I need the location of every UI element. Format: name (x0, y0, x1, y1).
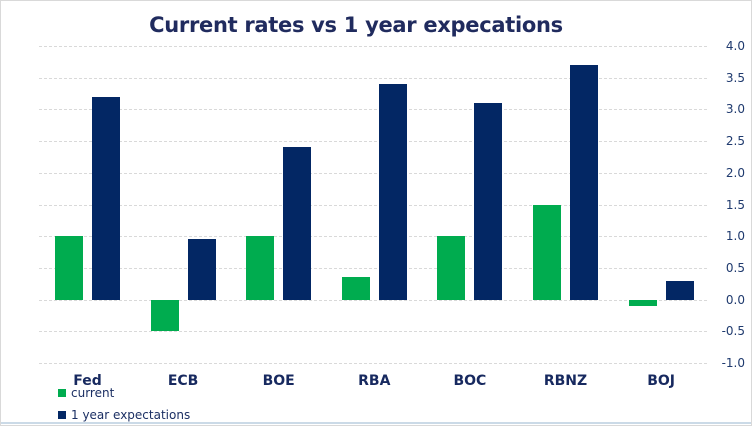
gridline (39, 331, 707, 333)
current-swatch (58, 389, 66, 397)
bar-expectation (187, 239, 216, 300)
x-category-label: RBNZ (543, 373, 588, 389)
bar-expectation (283, 147, 312, 300)
chart-title: Current rates vs 1 year expecations (149, 13, 563, 37)
y-tick-label: -1.0 (721, 356, 745, 370)
y-tick-label: 0.5 (725, 260, 745, 275)
y-tick-label: 2.0 (725, 165, 745, 180)
y-tick-label: 1.0 (725, 229, 745, 244)
bar-current (55, 236, 83, 300)
x-category-label: BOE (262, 373, 295, 389)
bar-current (437, 236, 466, 300)
y-tick-label: 4.0 (725, 39, 745, 53)
bar-expectation (570, 65, 598, 300)
bar-current (246, 236, 275, 300)
bar-current (150, 299, 179, 332)
gridline (39, 109, 707, 111)
bar-expectation (378, 84, 407, 300)
x-category-label: RBA (358, 373, 391, 389)
bottom-border (1, 422, 751, 424)
y-tick-label: 1.5 (725, 197, 745, 212)
x-category-label: BOJ (647, 373, 675, 389)
x-category-label: BOC (453, 373, 487, 389)
bar-current (341, 277, 370, 300)
gridline (39, 236, 707, 238)
y-tick-label: 0.0 (725, 292, 745, 307)
y-tick-label: 2.5 (725, 134, 745, 149)
x-category-label: ECB (167, 373, 199, 389)
bar-expectation (92, 96, 120, 300)
gridline (39, 141, 707, 143)
legend-label-expectations: 1 year expectations (71, 408, 191, 422)
gridline (39, 172, 707, 174)
bar-current (628, 299, 657, 306)
plot-area: 4.0 3.5 3.0 2.5 2.0 1.5 1.0 0.5 0.0 -0.5 -1.0 Fed EC… (39, 39, 745, 389)
legend-item-current: current (58, 383, 190, 403)
bar-expectation (665, 280, 694, 300)
gridline (39, 77, 707, 79)
y-tick-label: -0.5 (721, 324, 745, 339)
legend: current 1 year expectations (58, 383, 190, 425)
gridline (39, 299, 707, 301)
gridline (39, 363, 707, 364)
expectations-swatch (58, 411, 66, 419)
gridline (39, 267, 707, 269)
bar-current (533, 204, 561, 300)
y-tick-label: 3.0 (725, 102, 745, 117)
bar-expectation (474, 103, 503, 300)
gridline (39, 204, 707, 206)
x-category-label: Fed (73, 373, 102, 389)
legend-label-current: current (71, 386, 115, 400)
legend-item-expectations: 1 year expectations (58, 405, 190, 425)
gridline (39, 46, 707, 47)
y-tick-label: 3.5 (725, 70, 745, 85)
